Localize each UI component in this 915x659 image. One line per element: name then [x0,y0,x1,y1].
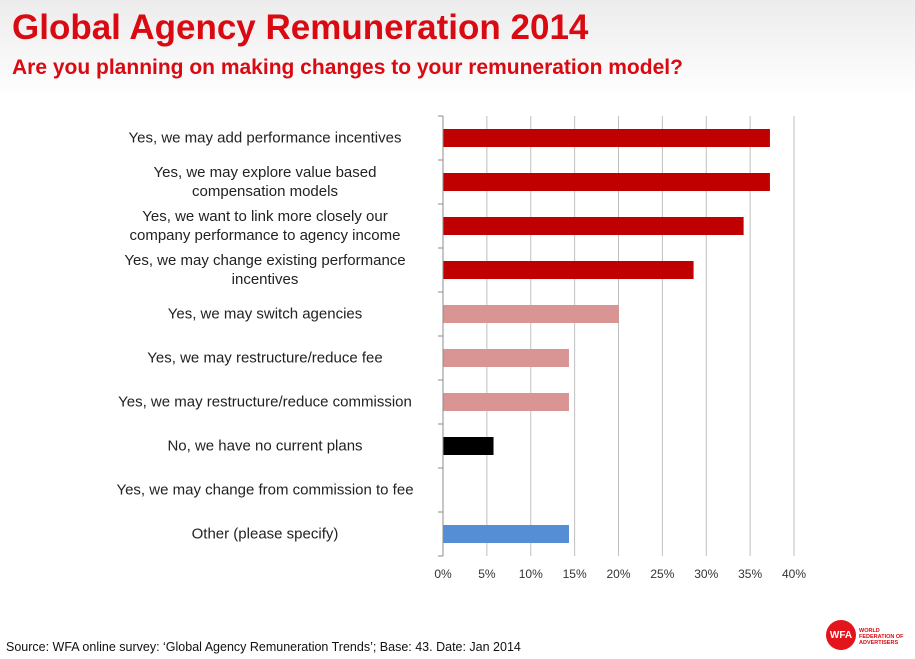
bar-2 [443,217,744,235]
bar-9 [443,525,569,543]
bar-0 [443,129,770,147]
category-label-2: Yes, we want to link more closely our com… [100,207,430,245]
header-band [0,0,915,100]
x-tick-label-4: 20% [606,567,630,581]
bar-5 [443,349,569,367]
category-label-5: Yes, we may restructure/reduce fee [100,349,430,368]
x-tick-label-2: 10% [519,567,543,581]
bar-chart: 0% 5% 10% 15% 20% 25% 30% 35% 40% [434,115,806,581]
category-label-3: Yes, we may change existing performance i… [100,251,430,289]
category-label-6: Yes, we may restructure/reduce commissio… [100,393,430,412]
category-label-line: Yes, we may change existing performance [124,252,406,269]
category-label-7: No, we have no current plans [100,437,430,456]
x-tick-label-7: 35% [738,567,762,581]
category-label-line: incentives [231,271,299,288]
category-label-line: Yes, we may add performance incentives [128,129,402,147]
x-tick-label-5: 25% [650,567,674,581]
category-label-line: Yes, we may restructure/reduce fee [147,349,383,367]
wfa-logo-line2: ADVERTISERS [859,640,899,646]
category-label-line: company performance to agency income [129,227,401,244]
bar-3 [443,261,694,279]
bar-1 [443,173,770,191]
category-label-line: No, we have no current plans [167,437,363,455]
category-label-line: Other (please specify) [191,525,339,543]
bar-7 [443,437,494,455]
category-label-line: compensation models [192,183,338,200]
category-label-9: Other (please specify) [100,525,430,544]
wfa-logo-text: WORLD FEDERATION OF ADVERTISERS [859,628,915,646]
bar-6 [443,393,569,411]
category-label-line: Yes, we want to link more closely our [142,208,388,225]
category-label-line: Yes, we may switch agencies [167,305,363,323]
page-subtitle: Are you planning on making changes to yo… [12,56,683,79]
x-tick-label-0: 0% [434,567,452,581]
category-label-line: Yes, we may restructure/reduce commissio… [118,393,412,411]
wfa-logo: WFA WORLD FEDERATION OF ADVERTISERS [826,620,914,652]
category-label-8: Yes, we may change from commission to fe… [100,481,430,500]
x-tick-label-3: 15% [563,567,587,581]
wfa-logo-mark: WFA [826,620,856,650]
category-label-line: Yes, we may explore value based [153,164,377,181]
wfa-logo-line1: WORLD FEDERATION OF [859,628,904,640]
category-label-line: Yes, we may change from commission to fe… [116,481,414,499]
x-tick-label-6: 30% [694,567,718,581]
bar-4 [443,305,619,323]
category-label-0: Yes, we may add performance incentives [100,129,430,148]
category-label-1: Yes, we may explore value based compensat… [100,163,430,201]
category-label-4: Yes, we may switch agencies [100,305,430,324]
source-note: Source: WFA online survey: ‘Global Agenc… [6,640,521,654]
x-tick-label-1: 5% [478,567,496,581]
x-tick-label-8: 40% [782,567,806,581]
page-title: Global Agency Remuneration 2014 [12,8,589,47]
